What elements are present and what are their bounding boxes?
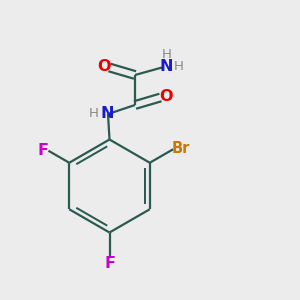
Text: N: N	[101, 106, 114, 121]
Text: F: F	[38, 143, 49, 158]
Text: O: O	[97, 59, 111, 74]
Text: H: H	[174, 60, 183, 73]
Text: F: F	[104, 256, 115, 271]
Text: H: H	[89, 106, 98, 120]
Text: O: O	[160, 89, 173, 104]
Text: N: N	[160, 59, 173, 74]
Text: Br: Br	[172, 140, 190, 155]
Text: H: H	[161, 48, 171, 62]
